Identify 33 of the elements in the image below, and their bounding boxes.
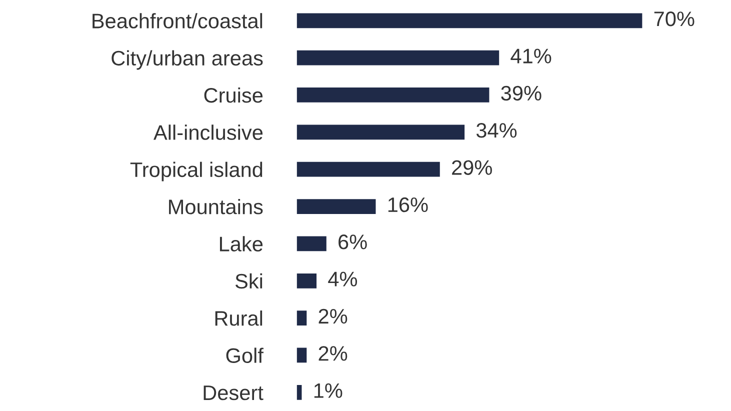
data-label: 2% xyxy=(318,308,348,324)
y-tick-label: Lake xyxy=(220,236,263,252)
y-tick-label: Desert xyxy=(204,386,264,400)
y-tick-label: Golf xyxy=(226,348,264,363)
y-tick-label: Beachfront/coastal xyxy=(92,13,262,28)
data-label: 41% xyxy=(510,48,552,64)
bar xyxy=(296,199,376,214)
bar xyxy=(296,88,490,102)
data-label: 39% xyxy=(501,86,542,101)
data-label: 6% xyxy=(338,234,367,250)
bar xyxy=(296,236,326,252)
data-label: 1% xyxy=(314,383,342,398)
data-label: 2% xyxy=(318,346,348,361)
y-tick-label: City/urban areas xyxy=(112,50,263,70)
data-label: 4% xyxy=(328,272,358,286)
data-label: 70% xyxy=(654,11,694,26)
y-tick-label: Rural xyxy=(215,310,262,326)
bar xyxy=(296,310,307,326)
data-label: 34% xyxy=(476,123,517,138)
y-tick-label: All-inclusive xyxy=(154,124,263,140)
y-tick-label: Tropical island xyxy=(130,162,262,182)
bar xyxy=(296,13,642,28)
data-label: 29% xyxy=(452,160,492,175)
y-tick-label: Mountains xyxy=(169,198,263,214)
y-tick-label: Cruise xyxy=(204,87,263,103)
data-label: 16% xyxy=(388,197,428,212)
bar xyxy=(296,50,500,66)
y-tick-label: Ski xyxy=(235,273,262,289)
bar xyxy=(296,384,302,400)
bar xyxy=(296,124,465,140)
bar xyxy=(296,162,440,177)
bar xyxy=(296,348,307,363)
bar xyxy=(296,273,317,288)
